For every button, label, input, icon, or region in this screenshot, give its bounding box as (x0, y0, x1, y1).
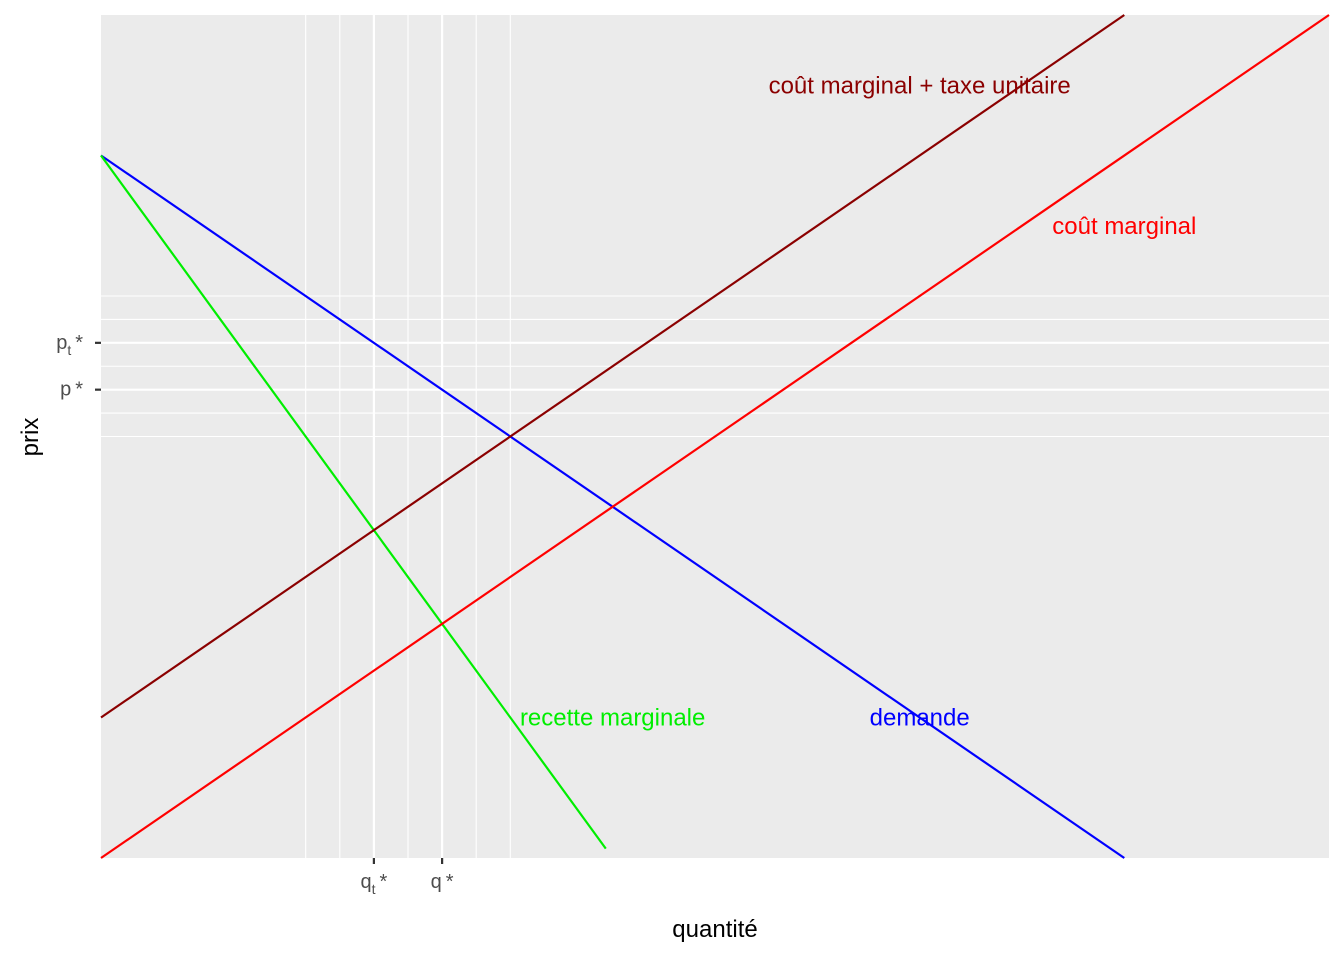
x-tick-label-text: q * (431, 871, 454, 893)
x-tick-label: q * (431, 871, 454, 893)
x-tick-label-text: qt * (360, 871, 387, 897)
y-tick-label: p * (60, 379, 83, 401)
series-label: coût marginal + taxe unitaire (769, 72, 1071, 99)
series-lines (100, 14, 1330, 859)
x-tick-label: qt * (360, 871, 387, 897)
series-label: coût marginal (1052, 213, 1196, 240)
y-tick-label: pt * (56, 332, 83, 358)
y-axis: pt * p * (56, 332, 101, 401)
y-axis-title: prix (17, 418, 44, 457)
series-label: demande (870, 705, 970, 732)
series-labels: coût marginal + taxe unitaire coût margin… (520, 72, 1196, 731)
x-axis: qt * q * (360, 858, 454, 897)
series-label: recette marginale (520, 705, 705, 732)
y-tick-label-text: p * (60, 379, 83, 401)
series-line-recette-marginale (100, 154, 607, 850)
series-line-cout-marginal-taxe-unitaire (100, 14, 1125, 719)
x-axis-title: quantité (672, 916, 757, 943)
y-tick-label-text: pt * (56, 332, 83, 358)
series-line-cout-marginal (100, 14, 1330, 859)
